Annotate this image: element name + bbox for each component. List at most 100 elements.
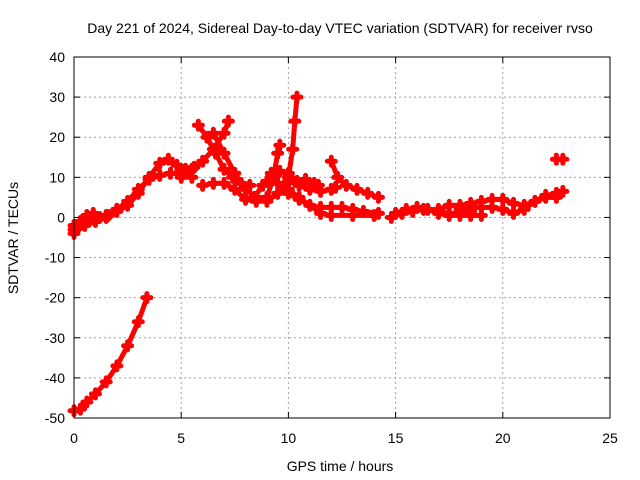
data-point: [350, 182, 364, 196]
x-tick-label: 25: [602, 430, 618, 446]
series-line: [71, 295, 150, 414]
data-point: [303, 182, 317, 196]
data-point: [281, 170, 295, 184]
data-point: [101, 208, 115, 222]
data-point: [464, 200, 478, 214]
series-arc-17: [453, 184, 570, 220]
series-arc-18: [549, 152, 570, 166]
data-point: [324, 154, 338, 168]
data-point: [206, 176, 220, 190]
data-point: [264, 166, 278, 180]
data-point: [442, 198, 456, 212]
data-point: [153, 156, 167, 170]
data-point: [73, 402, 87, 416]
series-arc-10: [277, 90, 304, 196]
data-point: [273, 138, 287, 152]
y-tick-label: 20: [49, 129, 65, 145]
data-point: [361, 186, 375, 200]
y-axis-label: SDTVAR / TECUs: [5, 182, 21, 294]
data-point: [556, 184, 570, 198]
data-point: [290, 174, 304, 188]
data-point: [507, 196, 521, 210]
x-tick-label: 20: [495, 430, 511, 446]
grid-lines: [74, 57, 610, 418]
data-point: [131, 186, 145, 200]
x-tick-label: 10: [281, 430, 297, 446]
data-point: [329, 180, 343, 194]
data-point: [331, 170, 345, 184]
data-series: [67, 90, 570, 418]
data-point: [371, 206, 385, 220]
data-point: [217, 162, 231, 176]
data-point: [196, 178, 210, 192]
y-tick-label: -50: [45, 410, 65, 426]
data-point: [217, 146, 231, 160]
y-tick-label: 10: [49, 169, 65, 185]
data-point: [170, 158, 184, 172]
data-point: [517, 202, 531, 216]
data-point: [556, 152, 570, 166]
data-point: [281, 186, 295, 200]
x-axis-label: GPS time / hours: [287, 458, 394, 474]
data-point: [260, 174, 274, 188]
data-point: [271, 176, 285, 190]
data-point: [314, 200, 328, 214]
plot-frame: [73, 56, 611, 419]
data-point: [528, 194, 542, 208]
data-point: [507, 206, 521, 220]
data-point: [80, 395, 94, 409]
data-point: [110, 359, 124, 373]
data-point: [389, 206, 403, 220]
data-point: [421, 202, 435, 216]
y-tick-label: 40: [49, 49, 65, 65]
y-tick-label: -10: [45, 250, 65, 266]
y-tick-label: 30: [49, 89, 65, 105]
data-point: [163, 166, 177, 180]
data-point: [217, 176, 231, 190]
data-point: [303, 198, 317, 212]
data-point: [371, 190, 385, 204]
data-point: [273, 164, 287, 178]
y-tick-label: -20: [45, 290, 65, 306]
data-point: [399, 202, 413, 216]
data-point: [356, 204, 370, 218]
series-arc-12: [281, 186, 385, 220]
data-point: [239, 192, 253, 206]
data-point: [271, 146, 285, 160]
data-point: [200, 130, 214, 144]
data-point: [121, 339, 135, 353]
data-point: [485, 200, 499, 214]
data-point: [131, 315, 145, 329]
data-point: [247, 190, 261, 204]
data-point: [311, 178, 325, 192]
data-point: [292, 192, 306, 206]
axis-ticks: 0 5 10 15 20 25 -50 -40 -30 -20 -10 0 10 20 30 40: [45, 49, 618, 446]
data-point: [228, 182, 242, 196]
x-tick-label: 15: [388, 430, 404, 446]
data-point: [271, 186, 285, 200]
data-point: [299, 172, 313, 186]
data-point: [442, 208, 456, 222]
y-tick-label: -30: [45, 330, 65, 346]
data-point: [324, 200, 338, 214]
data-point: [88, 387, 102, 401]
data-point: [217, 126, 231, 140]
data-point: [86, 206, 100, 220]
data-point: [99, 375, 113, 389]
data-point: [288, 114, 302, 128]
series-arc-1: [67, 291, 154, 418]
data-point: [206, 142, 220, 156]
series-arc-4: [67, 202, 124, 236]
y-tick-label: 0: [57, 209, 65, 225]
data-point: [140, 291, 154, 305]
data-point: [142, 170, 156, 184]
data-point: [339, 178, 353, 192]
data-point: [93, 210, 107, 224]
data-point: [196, 154, 210, 168]
data-point: [185, 162, 199, 176]
series-arc-13: [324, 154, 385, 204]
data-point: [174, 170, 188, 184]
data-point: [239, 182, 253, 196]
data-point: [410, 200, 424, 214]
